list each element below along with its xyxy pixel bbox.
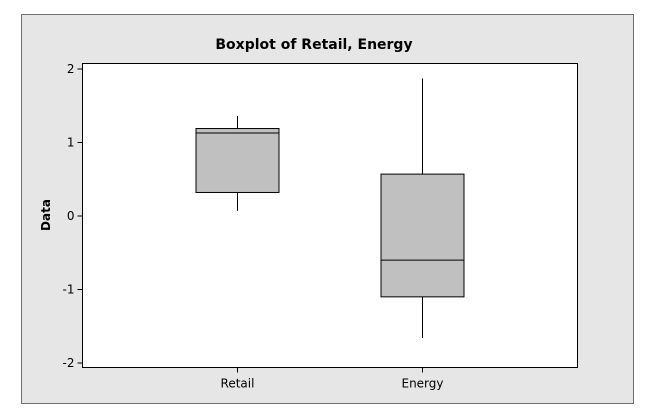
box-energy bbox=[380, 78, 465, 339]
y-tick-label: 1 bbox=[67, 136, 75, 150]
y-tick-label: 0 bbox=[67, 209, 75, 223]
box-retail bbox=[195, 116, 280, 211]
y-axis-ticks: 2 1 0 -1 -2 bbox=[63, 62, 83, 370]
x-axis-ticks: Retail Energy bbox=[221, 367, 444, 391]
boxes bbox=[195, 78, 465, 339]
chart-title: Boxplot of Retail, Energy bbox=[215, 37, 412, 53]
y-tick-label: -2 bbox=[63, 356, 75, 370]
x-tick-label-retail: Retail bbox=[221, 377, 255, 391]
y-axis-label: Data bbox=[39, 199, 53, 231]
x-tick-label-energy: Energy bbox=[401, 377, 443, 391]
plot-area bbox=[82, 63, 578, 368]
y-tick-label: -1 bbox=[63, 283, 75, 297]
y-tick-label: 2 bbox=[67, 62, 75, 76]
iqr-box-energy bbox=[380, 173, 465, 298]
iqr-box-retail bbox=[195, 128, 280, 193]
